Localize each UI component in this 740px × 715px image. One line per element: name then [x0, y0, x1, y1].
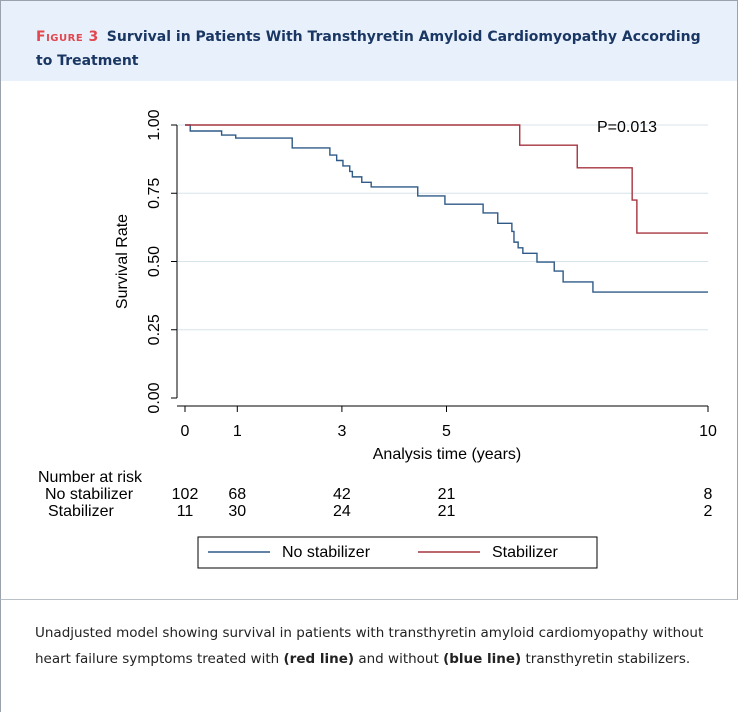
risk-value: 8 — [704, 486, 713, 503]
survival-line — [185, 124, 708, 234]
y-tick-label: 1.00 — [146, 109, 163, 140]
x-tick-label: 3 — [337, 423, 346, 440]
risk-value: 42 — [333, 486, 351, 503]
risk-title: Number at risk — [38, 469, 143, 486]
risk-value: 11 — [177, 503, 194, 520]
y-tick-label: 0.25 — [146, 314, 163, 345]
y-tick-label: 0.75 — [146, 178, 163, 209]
annotation: P=0.013 — [597, 119, 657, 136]
x-tick-label: 1 — [233, 423, 242, 440]
risk-value: 21 — [438, 486, 456, 503]
figure-frame — [0, 0, 738, 600]
survival-line — [185, 124, 708, 293]
figure-header: Figure 3 Survival in Patients With Transt… — [1, 1, 737, 81]
x-tick-label: 5 — [442, 423, 451, 440]
risk-value: 30 — [228, 503, 246, 520]
risk-row-name: No stabilizer — [45, 486, 134, 503]
risk-row-name: Stabilizer — [48, 503, 114, 520]
y-tick-label: 0.50 — [146, 246, 163, 277]
caption-text: and without — [354, 651, 444, 667]
caption-text: transthyretin stabilizers. — [521, 651, 691, 667]
x-tick-label: 10 — [699, 423, 717, 440]
risk-value: 2 — [704, 503, 713, 520]
chart: 0.00 0.25 0.50 0.75 1.00 0 1 3 5 10 Survival Rate A… — [38, 109, 717, 569]
caption: Unadjusted model showing survival in pat… — [35, 620, 725, 672]
risk-value: 102 — [172, 486, 199, 503]
y-axis-title: Survival Rate — [114, 214, 131, 309]
caption-bold: (blue line) — [443, 651, 522, 667]
border-line — [0, 600, 1, 712]
figure-label: Figure 3 — [36, 29, 99, 45]
x-tick-label: 0 — [181, 423, 190, 440]
x-axis-title: Analysis time (years) — [373, 446, 521, 463]
caption-text: Unadjusted model showing survival in pat… — [35, 625, 704, 667]
figure-title: Survival in Patients With Transthyretin … — [36, 29, 701, 69]
caption-bold: (red line) — [283, 651, 355, 667]
legend-label: Stabilizer — [492, 544, 558, 561]
y-tick-label: 0.00 — [146, 382, 163, 413]
risk-value: 68 — [228, 486, 246, 503]
risk-value: 21 — [438, 503, 456, 520]
legend-label: No stabilizer — [282, 544, 371, 561]
risk-value: 24 — [333, 503, 351, 520]
